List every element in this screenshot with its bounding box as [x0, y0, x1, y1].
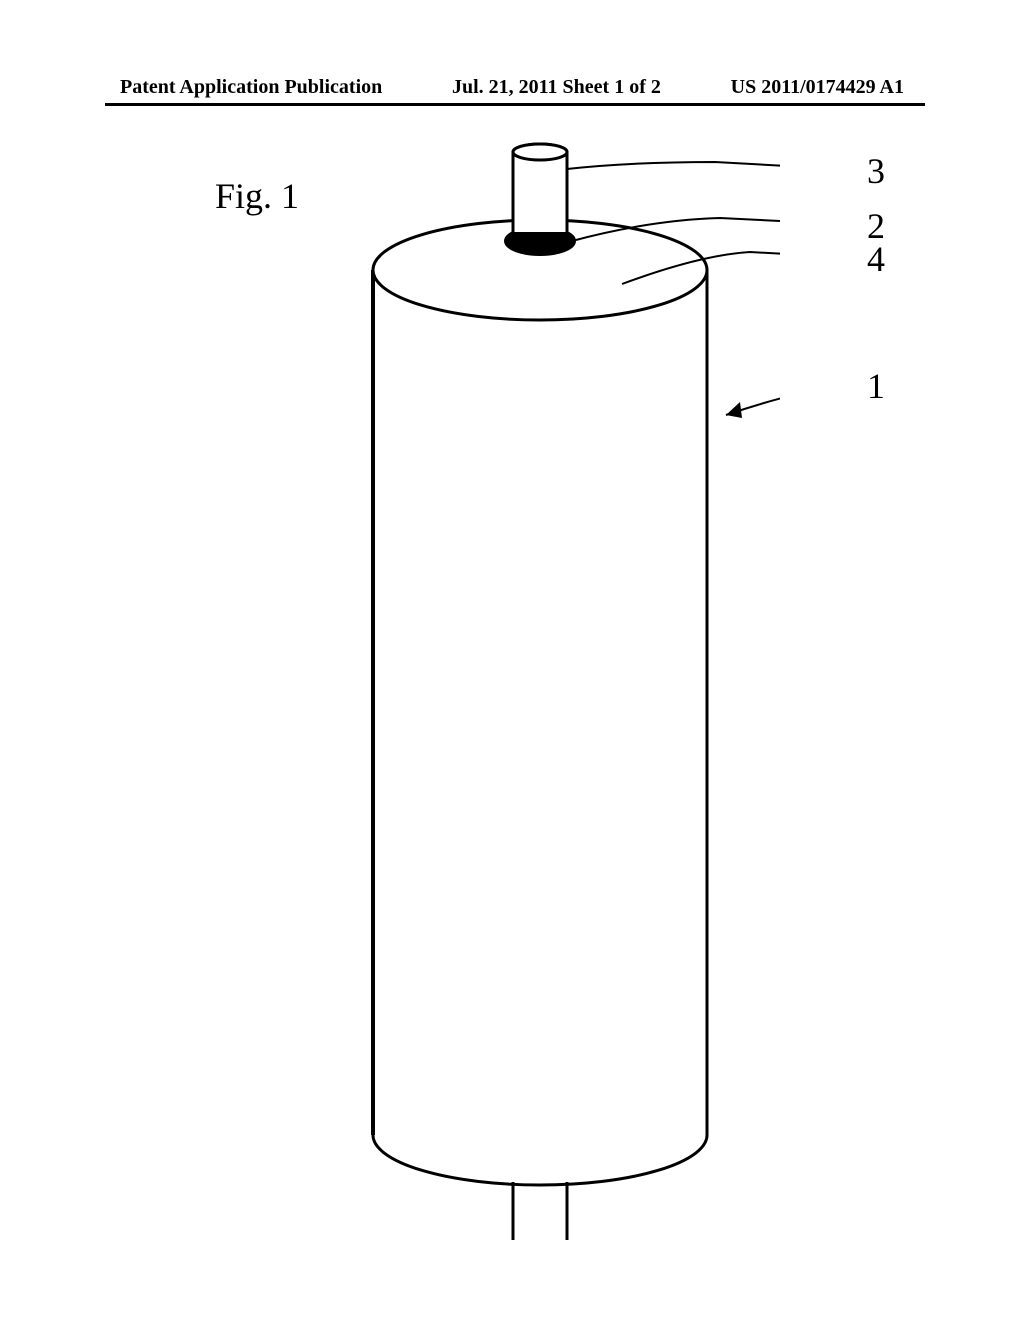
header-publication-type: Patent Application Publication: [120, 76, 382, 99]
cylinder-svg: [300, 140, 780, 1240]
diagram-cylinder: [300, 140, 780, 1240]
header-divider: [105, 103, 925, 106]
page-header: Patent Application Publication Jul. 21, …: [0, 76, 1024, 99]
header-date-sheet: Jul. 21, 2011 Sheet 1 of 2: [452, 76, 661, 99]
header-publication-number: US 2011/0174429 A1: [731, 76, 904, 99]
callout-1: 1: [867, 365, 885, 407]
figure-label: Fig. 1: [215, 175, 299, 217]
callout-3: 3: [867, 150, 885, 192]
callout-4: 4: [867, 238, 885, 280]
